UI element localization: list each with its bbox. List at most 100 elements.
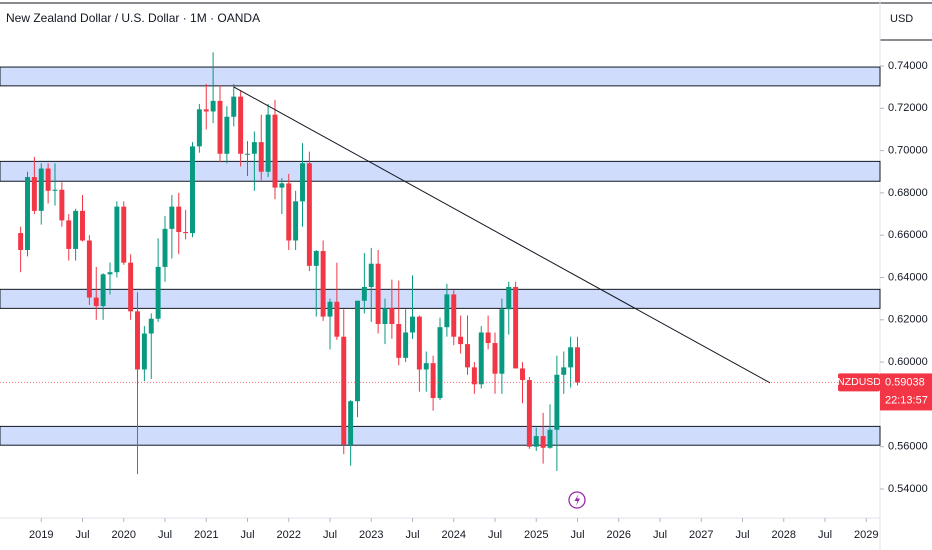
candle: [293, 190, 299, 250]
candle: [176, 192, 182, 255]
candle: [526, 376, 532, 449]
candle: [533, 427, 539, 451]
candle: [430, 355, 436, 411]
candle: [300, 143, 305, 227]
candle: [286, 173, 292, 250]
candle: [203, 83, 209, 130]
candle-body: [279, 183, 285, 188]
candle: [368, 247, 374, 322]
candle-body: [526, 380, 532, 447]
candle: [465, 315, 470, 375]
candle: [18, 226, 24, 273]
alert-circle[interactable]: [568, 491, 586, 509]
candle: [444, 283, 450, 337]
candle: [169, 195, 175, 259]
y-tick-label: 0.62000: [888, 314, 928, 326]
candle: [265, 104, 271, 178]
candle-body: [561, 367, 567, 375]
price-zone: [0, 160, 881, 182]
candle-body: [203, 109, 209, 112]
candle-body: [334, 301, 340, 337]
candle: [313, 249, 319, 317]
candle-body: [148, 318, 154, 334]
candle-body: [265, 114, 271, 172]
y-tick-label: 0.54000: [888, 483, 928, 495]
trend-line: [233, 86, 771, 384]
candle: [25, 171, 30, 257]
candle-body: [306, 163, 312, 266]
price-zone: [0, 288, 881, 309]
candle-body: [368, 263, 374, 288]
y-tick-label: 0.60000: [888, 356, 928, 368]
x-tick-label: 2021: [194, 529, 218, 541]
candle-body: [520, 368, 525, 381]
candle: [410, 275, 415, 339]
x-tick-label: 2019: [29, 529, 53, 541]
countdown-label: 22:13:57: [885, 394, 928, 406]
x-tick-label: Jul: [818, 529, 832, 541]
candle: [128, 254, 134, 320]
candle: [568, 336, 574, 388]
candle-body: [547, 429, 553, 448]
candle-body: [190, 146, 195, 234]
candle: [423, 351, 429, 392]
price-zone: [0, 425, 881, 446]
y-tick-label: 0.70000: [888, 144, 928, 156]
candle: [190, 142, 195, 238]
price-zone: [0, 66, 881, 87]
candle: [506, 281, 512, 335]
candle-body: [18, 233, 24, 250]
candle-body: [80, 210, 85, 241]
candle-body: [492, 343, 498, 374]
candle: [210, 52, 216, 124]
candle-body: [245, 153, 250, 155]
candle: [306, 151, 312, 272]
candle: [107, 262, 113, 295]
candle: [114, 201, 120, 278]
candle-body: [444, 294, 450, 328]
candle-body: [128, 262, 134, 312]
candle: [478, 326, 484, 389]
candle-body: [437, 327, 443, 399]
currency-label: USD: [890, 13, 913, 25]
candle-body: [73, 210, 79, 249]
candle: [231, 83, 237, 127]
alert-bolt[interactable]: [574, 494, 581, 506]
x-tick-label: Jul: [75, 529, 89, 541]
candle: [334, 262, 340, 340]
x-tick-label: Jul: [240, 529, 254, 541]
candle: [238, 90, 244, 167]
candle: [100, 273, 106, 320]
candle-body: [348, 401, 354, 445]
candle-body: [162, 228, 168, 267]
candle-body: [272, 114, 278, 188]
candle-body: [513, 287, 519, 369]
candle: [382, 298, 388, 345]
candle-body: [430, 363, 436, 399]
candle: [375, 249, 381, 334]
candle: [162, 216, 168, 282]
candle-body: [251, 142, 257, 154]
x-tick-label: Jul: [323, 529, 337, 541]
candle: [355, 300, 360, 418]
candle-body: [52, 189, 58, 191]
candle-body: [423, 363, 429, 370]
candle: [485, 315, 491, 350]
candle: [86, 235, 92, 305]
candle: [471, 362, 477, 394]
candle-body: [540, 436, 546, 448]
candle: [561, 351, 567, 394]
candle-body: [451, 294, 457, 337]
candle-body: [575, 347, 580, 383]
candle-body: [458, 336, 464, 345]
candle-body: [45, 168, 51, 191]
candle-body: [31, 177, 37, 211]
candle: [66, 214, 72, 261]
alert-icon[interactable]: [568, 491, 586, 509]
x-tick-label: Jul: [653, 529, 667, 541]
candle-body: [155, 266, 161, 319]
candle-body: [217, 100, 223, 154]
y-tick-label: 0.66000: [888, 229, 928, 241]
